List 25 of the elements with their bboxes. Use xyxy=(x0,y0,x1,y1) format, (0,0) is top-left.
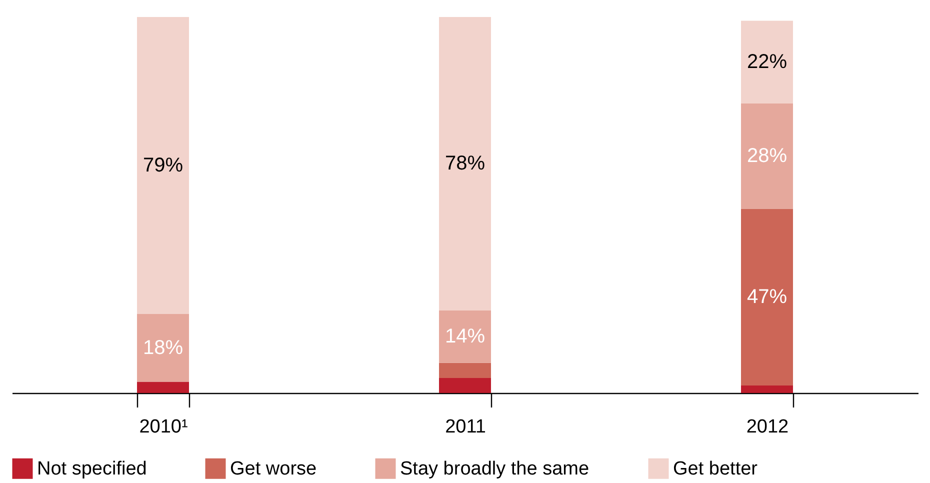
data-label: 79% xyxy=(142,154,184,177)
data-label: 18% xyxy=(142,336,184,359)
bar xyxy=(741,208,793,386)
bar xyxy=(439,17,491,310)
data-label: 14% xyxy=(444,326,486,348)
legend-label: Not specified xyxy=(37,458,147,480)
bar xyxy=(741,20,793,104)
x-tick-label: 2011 xyxy=(445,416,486,438)
bar xyxy=(439,378,491,393)
data-label: 28% xyxy=(746,145,788,168)
legend-label: Get worse xyxy=(230,458,317,480)
data-label: 78% xyxy=(444,152,486,175)
x-tick-label: 2012 xyxy=(746,416,789,438)
bar xyxy=(439,310,491,363)
legend-label: Get better xyxy=(673,458,758,480)
bar xyxy=(741,385,793,393)
data-label: 47% xyxy=(746,286,788,308)
bar xyxy=(741,103,793,209)
bar xyxy=(137,314,189,382)
x-tick-label: 2010¹ xyxy=(139,416,188,438)
data-label: 22% xyxy=(746,51,788,74)
bar xyxy=(439,362,491,378)
legend-label: Stay broadly the same xyxy=(400,458,590,480)
bar xyxy=(137,17,189,314)
bar xyxy=(137,382,189,393)
